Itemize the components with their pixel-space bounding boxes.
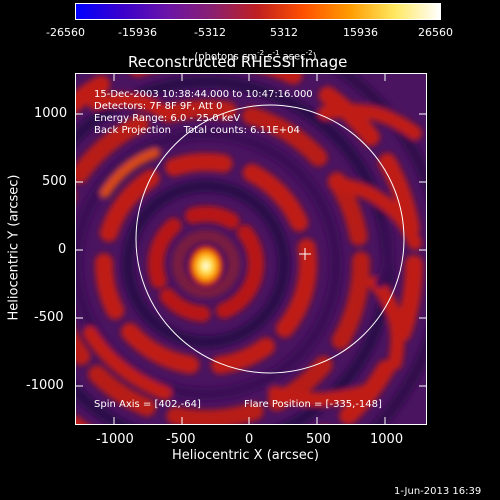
unit-part: -2 (305, 49, 313, 57)
image-plot-area: 15-Dec-2003 10:38:44.000 to 10:47:16.000… (75, 73, 427, 425)
unit-part: s (264, 51, 273, 63)
x-tick-label: 0 (245, 432, 254, 447)
colorbar-tick-label: -26560 (46, 26, 85, 39)
colorbar-tick-label: -5312 (194, 26, 226, 39)
colorbar-tick-label: 5312 (270, 26, 298, 39)
y-tick-label: 500 (42, 174, 67, 189)
info-line: Detectors: 7F 8F 9F, Att 0 (94, 101, 223, 112)
solar-limb-circle (135, 104, 405, 374)
plot-title: Reconstructed RHESSI Image (128, 53, 348, 71)
ring-pattern (76, 74, 426, 424)
colorbar-tick-label: 15936 (343, 26, 378, 39)
unit-part: (photons cm (194, 51, 258, 63)
y-tick-label: -1000 (26, 378, 64, 393)
spin-axis-marker (299, 248, 311, 260)
y-tick-label: -500 (34, 310, 64, 325)
unit-part: ) (312, 51, 317, 63)
y-axis-label: Heliocentric Y (arcsec) (6, 174, 22, 321)
colorbar (75, 3, 441, 20)
unit-part: -1 (272, 49, 280, 57)
reconstructed-image (76, 74, 426, 424)
x-tick-label: 1000 (370, 432, 404, 447)
flare-source (186, 242, 226, 290)
x-tick-label: 500 (306, 432, 331, 447)
colorbar-tick-label: 26560 (418, 26, 453, 39)
unit-part: asec (279, 51, 306, 63)
footer-date: 1-Jun-2013 16:39 (394, 486, 482, 497)
colorbar-tick-label: -15936 (118, 26, 157, 39)
info-line: Energy Range: 6.0 - 25.0 keV (94, 113, 241, 124)
spin-axis-label: Spin Axis = [402,-64] (94, 399, 201, 410)
info-line: Back Projection Total counts: 6.11E+04 (94, 125, 300, 136)
x-tick-label: -500 (166, 432, 196, 447)
x-axis-label: Heliocentric X (arcsec) (172, 448, 319, 463)
x-tick-label: -1000 (96, 432, 134, 447)
flare-position-label: Flare Position = [-335,-148] (244, 399, 382, 410)
unit-part: -2 (257, 49, 265, 57)
y-tick-label: 0 (58, 242, 67, 257)
y-tick-label: 1000 (34, 106, 68, 121)
info-line: 15-Dec-2003 10:38:44.000 to 10:47:16.000 (94, 89, 313, 100)
colorbar-unit-label: (photons cm-2 s-1 asec-2) (188, 38, 317, 63)
